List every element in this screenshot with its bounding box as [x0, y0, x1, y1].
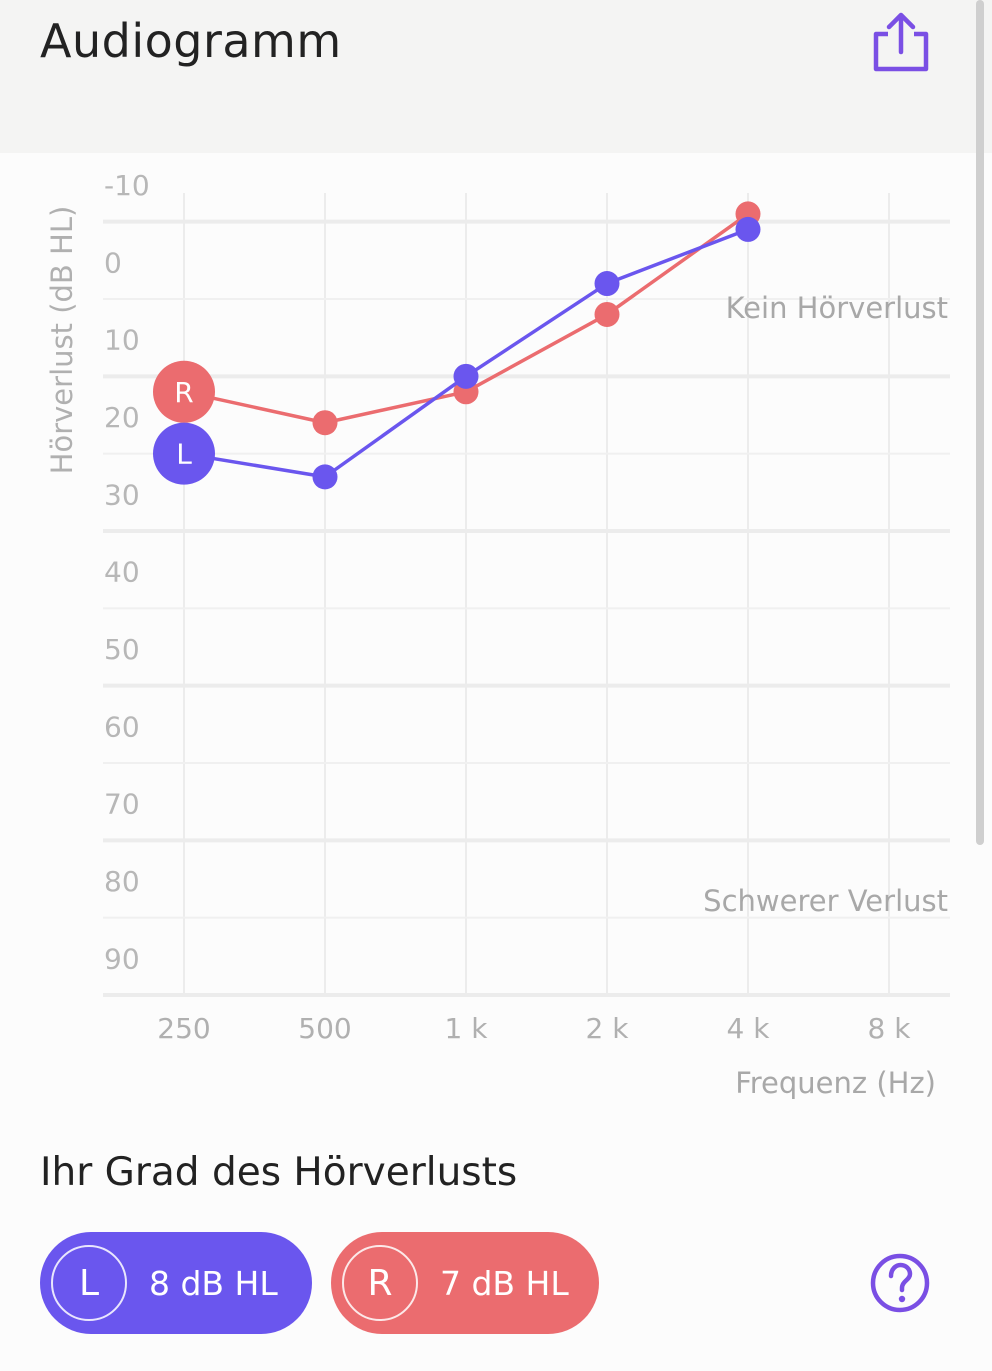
- y-tick-label: 10: [104, 324, 140, 357]
- y-tick-label: 80: [104, 865, 140, 898]
- top-bar: Audiogramm: [0, 0, 992, 153]
- data-point-L: [312, 464, 338, 490]
- right-ear-badge: R: [342, 1245, 418, 1321]
- x-tick-label: 500: [298, 1012, 351, 1045]
- series-label-R: R: [174, 376, 193, 409]
- right-ear-result-pill[interactable]: R 7 dB HL: [331, 1232, 599, 1334]
- left-ear-value: 8 dB HL: [149, 1263, 278, 1303]
- y-tick-label: 90: [104, 942, 140, 975]
- section-title: Ihr Grad des Hörverlusts: [40, 1150, 518, 1195]
- x-tick-label: 8 k: [868, 1012, 912, 1045]
- help-icon[interactable]: [869, 1252, 931, 1314]
- series-marker-R: [153, 360, 215, 423]
- series-label-L: L: [176, 438, 192, 471]
- y-tick-label: -10: [104, 169, 150, 202]
- y-tick-label: 0: [104, 246, 122, 279]
- page-title: Audiogramm: [40, 14, 342, 68]
- share-icon[interactable]: [866, 10, 936, 76]
- y-tick-label: 20: [104, 401, 140, 434]
- data-point-L: [594, 271, 620, 297]
- y-axis-title: Hörverlust (dB HL): [45, 206, 79, 475]
- series-marker-L: [153, 422, 215, 485]
- x-tick-label: 4 k: [727, 1012, 771, 1045]
- data-point-R: [312, 410, 338, 436]
- x-tick-label: 250: [157, 1012, 210, 1045]
- data-point-L: [735, 216, 761, 242]
- y-tick-label: 50: [104, 633, 140, 666]
- left-ear-badge: L: [51, 1245, 127, 1321]
- scrollbar[interactable]: [976, 0, 984, 845]
- x-axis-title: Frequenz (Hz): [735, 1066, 936, 1100]
- y-tick-label: 30: [104, 478, 140, 511]
- y-tick-label: 40: [104, 556, 140, 589]
- left-ear-result-pill[interactable]: L 8 dB HL: [40, 1232, 312, 1334]
- x-tick-label: 2 k: [586, 1012, 630, 1045]
- data-point-L: [453, 363, 479, 389]
- x-tick-label: 1 k: [445, 1012, 489, 1045]
- annotation-severe-loss: Schwerer Verlust: [703, 884, 948, 918]
- data-point-R: [594, 301, 620, 327]
- annotation-no-loss: Kein Hörverlust: [726, 291, 948, 325]
- y-tick-label: 70: [104, 788, 140, 821]
- audiogram-chart: -10 0 10 20 30 40 50 60 70 80 90 250 500 1 k 2 k 4 k 8 k…: [45, 169, 950, 1100]
- y-tick-label: 60: [104, 710, 140, 743]
- right-ear-value: 7 dB HL: [440, 1263, 569, 1303]
